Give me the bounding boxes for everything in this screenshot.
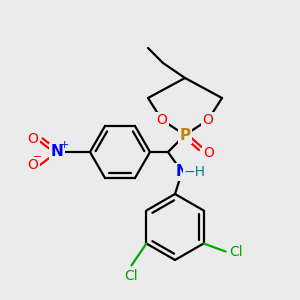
Text: N: N: [51, 145, 63, 160]
Text: O: O: [157, 113, 167, 127]
Text: O: O: [28, 132, 38, 146]
Text: −H: −H: [184, 165, 206, 179]
Text: O: O: [202, 113, 213, 127]
Text: N: N: [176, 164, 188, 179]
Text: Cl: Cl: [229, 244, 242, 259]
Text: O: O: [28, 158, 38, 172]
Text: O: O: [204, 146, 214, 160]
Text: −: −: [33, 152, 43, 162]
Text: P: P: [179, 128, 191, 142]
Text: Cl: Cl: [124, 268, 138, 283]
Text: +: +: [59, 140, 69, 150]
